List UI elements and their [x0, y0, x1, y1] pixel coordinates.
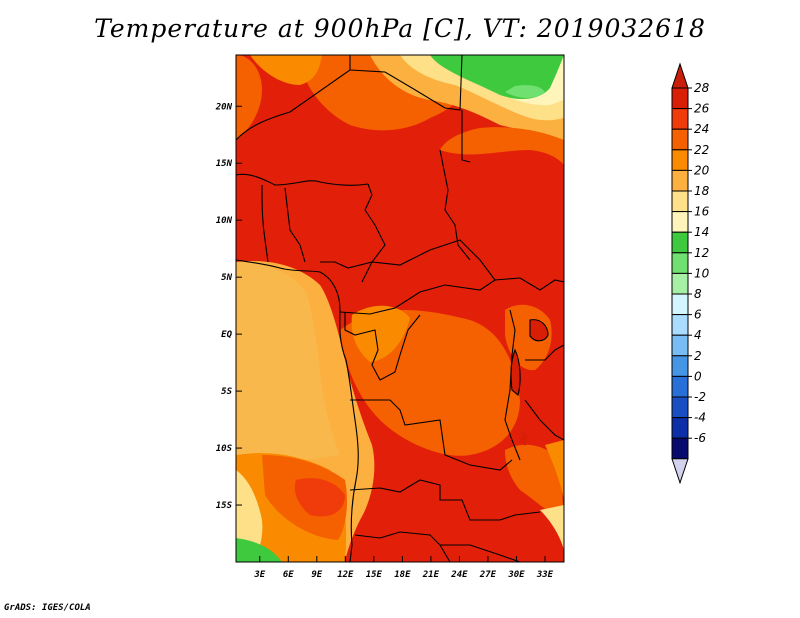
colorbar-bottom-triangle	[671, 458, 689, 485]
colorbar-swatch	[671, 437, 689, 460]
colorbar-label: 22	[694, 143, 709, 157]
footer-credit: GrADS: IGES/COLA	[4, 603, 91, 613]
chart-title: Temperature at 900hPa [C], VT: 201903261…	[94, 14, 706, 43]
colorbar-swatch	[671, 149, 689, 171]
lon-tick-label: 27E	[479, 570, 497, 580]
lon-tick-label: 33E	[536, 570, 554, 580]
colorbar-label: -4	[694, 411, 706, 425]
colorbar-label: 0	[694, 369, 702, 383]
longitude-axis: 3E 6E 9E 12E 15E 18E 21E 24E 27E 30E 33E	[253, 556, 554, 580]
lon-tick-label: 24E	[450, 570, 468, 580]
colorbar-swatch	[671, 417, 689, 439]
colorbar-label: 24	[694, 122, 709, 136]
colorbar-label: 20	[694, 163, 710, 177]
colorbar-swatch	[671, 87, 689, 110]
colorbar-swatch	[671, 272, 689, 295]
lat-tick-label: EQ	[221, 330, 232, 340]
map-frame	[235, 54, 565, 563]
colorbar-label: 10	[694, 266, 710, 280]
colorbar-label: 12	[694, 246, 709, 260]
colorbar-label: 16	[694, 205, 710, 219]
lat-tick-label: 10S	[216, 444, 233, 454]
temperature-field	[236, 55, 564, 562]
lat-tick-label: 5S	[221, 387, 232, 397]
colorbar-swatch	[671, 108, 689, 130]
lat-tick-label: 10N	[216, 216, 233, 226]
lat-tick-label: 20N	[215, 102, 233, 112]
country-borders	[236, 55, 564, 562]
colorbar-swatch	[671, 334, 689, 357]
lon-tick-label: 30E	[507, 570, 525, 580]
colorbar-label: 8	[694, 287, 702, 301]
lon-tick-label: 21E	[422, 570, 440, 580]
lon-tick-label: 15E	[366, 570, 383, 580]
colorbar-swatch	[671, 190, 689, 213]
lon-tick-label: 12E	[337, 570, 354, 580]
colorbar-label: -6	[694, 431, 706, 445]
colorbar-swatch	[671, 211, 689, 233]
colorbar-label: 18	[694, 184, 710, 198]
lat-tick-label: 15S	[216, 501, 233, 511]
colorbar-top-triangle	[671, 62, 689, 89]
colorbar-label: 2	[694, 349, 702, 363]
lat-tick-label: 5N	[221, 273, 232, 283]
colorbar-swatch	[671, 293, 689, 316]
colorbar-swatch	[671, 252, 689, 274]
colorbar-label: -2	[694, 390, 706, 404]
colorbar-swatch	[671, 128, 689, 151]
lon-tick-label: 6E	[283, 570, 294, 580]
colorbar-label: 6	[694, 308, 702, 322]
lon-tick-label: 9E	[311, 570, 322, 580]
lat-tick-label: 15N	[216, 159, 233, 169]
colorbar-label: 28	[694, 81, 710, 95]
colorbar-label: 26	[694, 102, 710, 116]
colorbar-swatch	[671, 396, 689, 419]
colorbar-swatch	[671, 355, 689, 377]
colorbar-swatch	[671, 314, 689, 336]
latitude-axis: 20N 15N 10N 5N EQ 5S 10S 15S	[215, 102, 242, 511]
colorbar-swatch	[671, 231, 689, 254]
colorbar-swatch	[671, 375, 689, 398]
colorbar-label: 14	[694, 225, 709, 239]
colorbar-label: 4	[694, 328, 702, 342]
lon-tick-label: 3E	[253, 570, 265, 580]
colorbar-swatch	[671, 169, 689, 192]
lon-tick-label: 18E	[394, 570, 411, 580]
